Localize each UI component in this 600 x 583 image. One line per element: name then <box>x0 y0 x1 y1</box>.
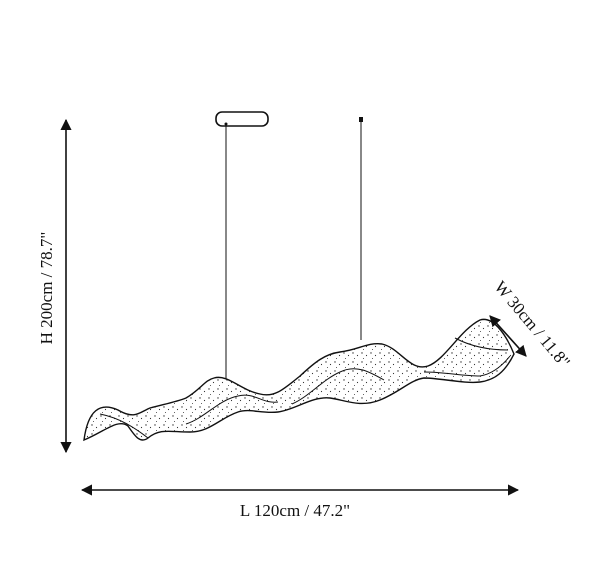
height-dimension: H 200cm / 78.7" <box>37 118 72 454</box>
ceiling-canopy-icon <box>215 111 269 127</box>
length-label: L 120cm / 47.2" <box>240 501 350 520</box>
suspension-wires <box>225 117 363 384</box>
wave-pendant-light-icon <box>83 318 515 442</box>
height-label: H 200cm / 78.7" <box>37 232 56 345</box>
length-dimension: L 120cm / 47.2" <box>80 484 520 520</box>
